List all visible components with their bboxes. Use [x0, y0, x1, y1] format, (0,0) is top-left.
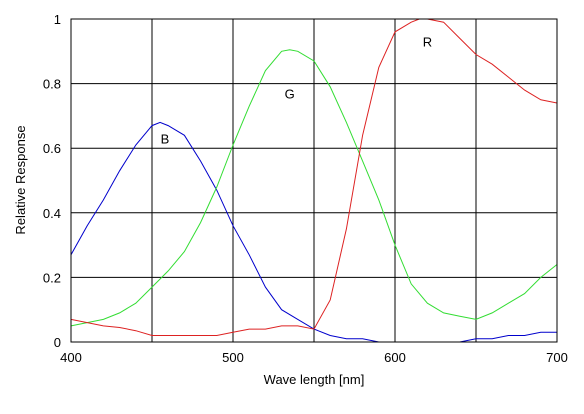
x-tick-label: 700 — [546, 350, 568, 365]
series-label-r: R — [423, 35, 432, 50]
series-lines — [70, 18, 558, 343]
x-tick-labels: 400 500 600 700 — [60, 350, 568, 365]
y-tick-label: 0.2 — [43, 270, 61, 285]
series-label-g: G — [285, 86, 295, 101]
x-tick-label: 500 — [222, 350, 244, 365]
y-tick-label: 0.4 — [43, 206, 61, 221]
series-label-b: B — [161, 132, 170, 147]
grid-lines — [71, 19, 557, 342]
y-tick-label: 0.8 — [43, 77, 61, 92]
series-labels: B G R — [161, 35, 432, 147]
y-tick-label: 0.6 — [43, 141, 61, 156]
plot-frame — [70, 18, 558, 343]
y-tick-label: 1 — [54, 12, 61, 27]
y-tick-labels: 0 0.2 0.4 0.6 0.8 1 — [43, 12, 61, 350]
x-tick-label: 400 — [60, 350, 82, 365]
x-tick-label: 600 — [384, 350, 406, 365]
y-axis-title: Relative Response — [13, 125, 28, 234]
x-axis-title: Wave length [nm] — [264, 372, 365, 387]
y-tick-label: 0 — [54, 335, 61, 350]
series-line-b — [70, 121, 557, 343]
series-line-r — [70, 18, 558, 336]
series-line-g — [70, 49, 558, 327]
